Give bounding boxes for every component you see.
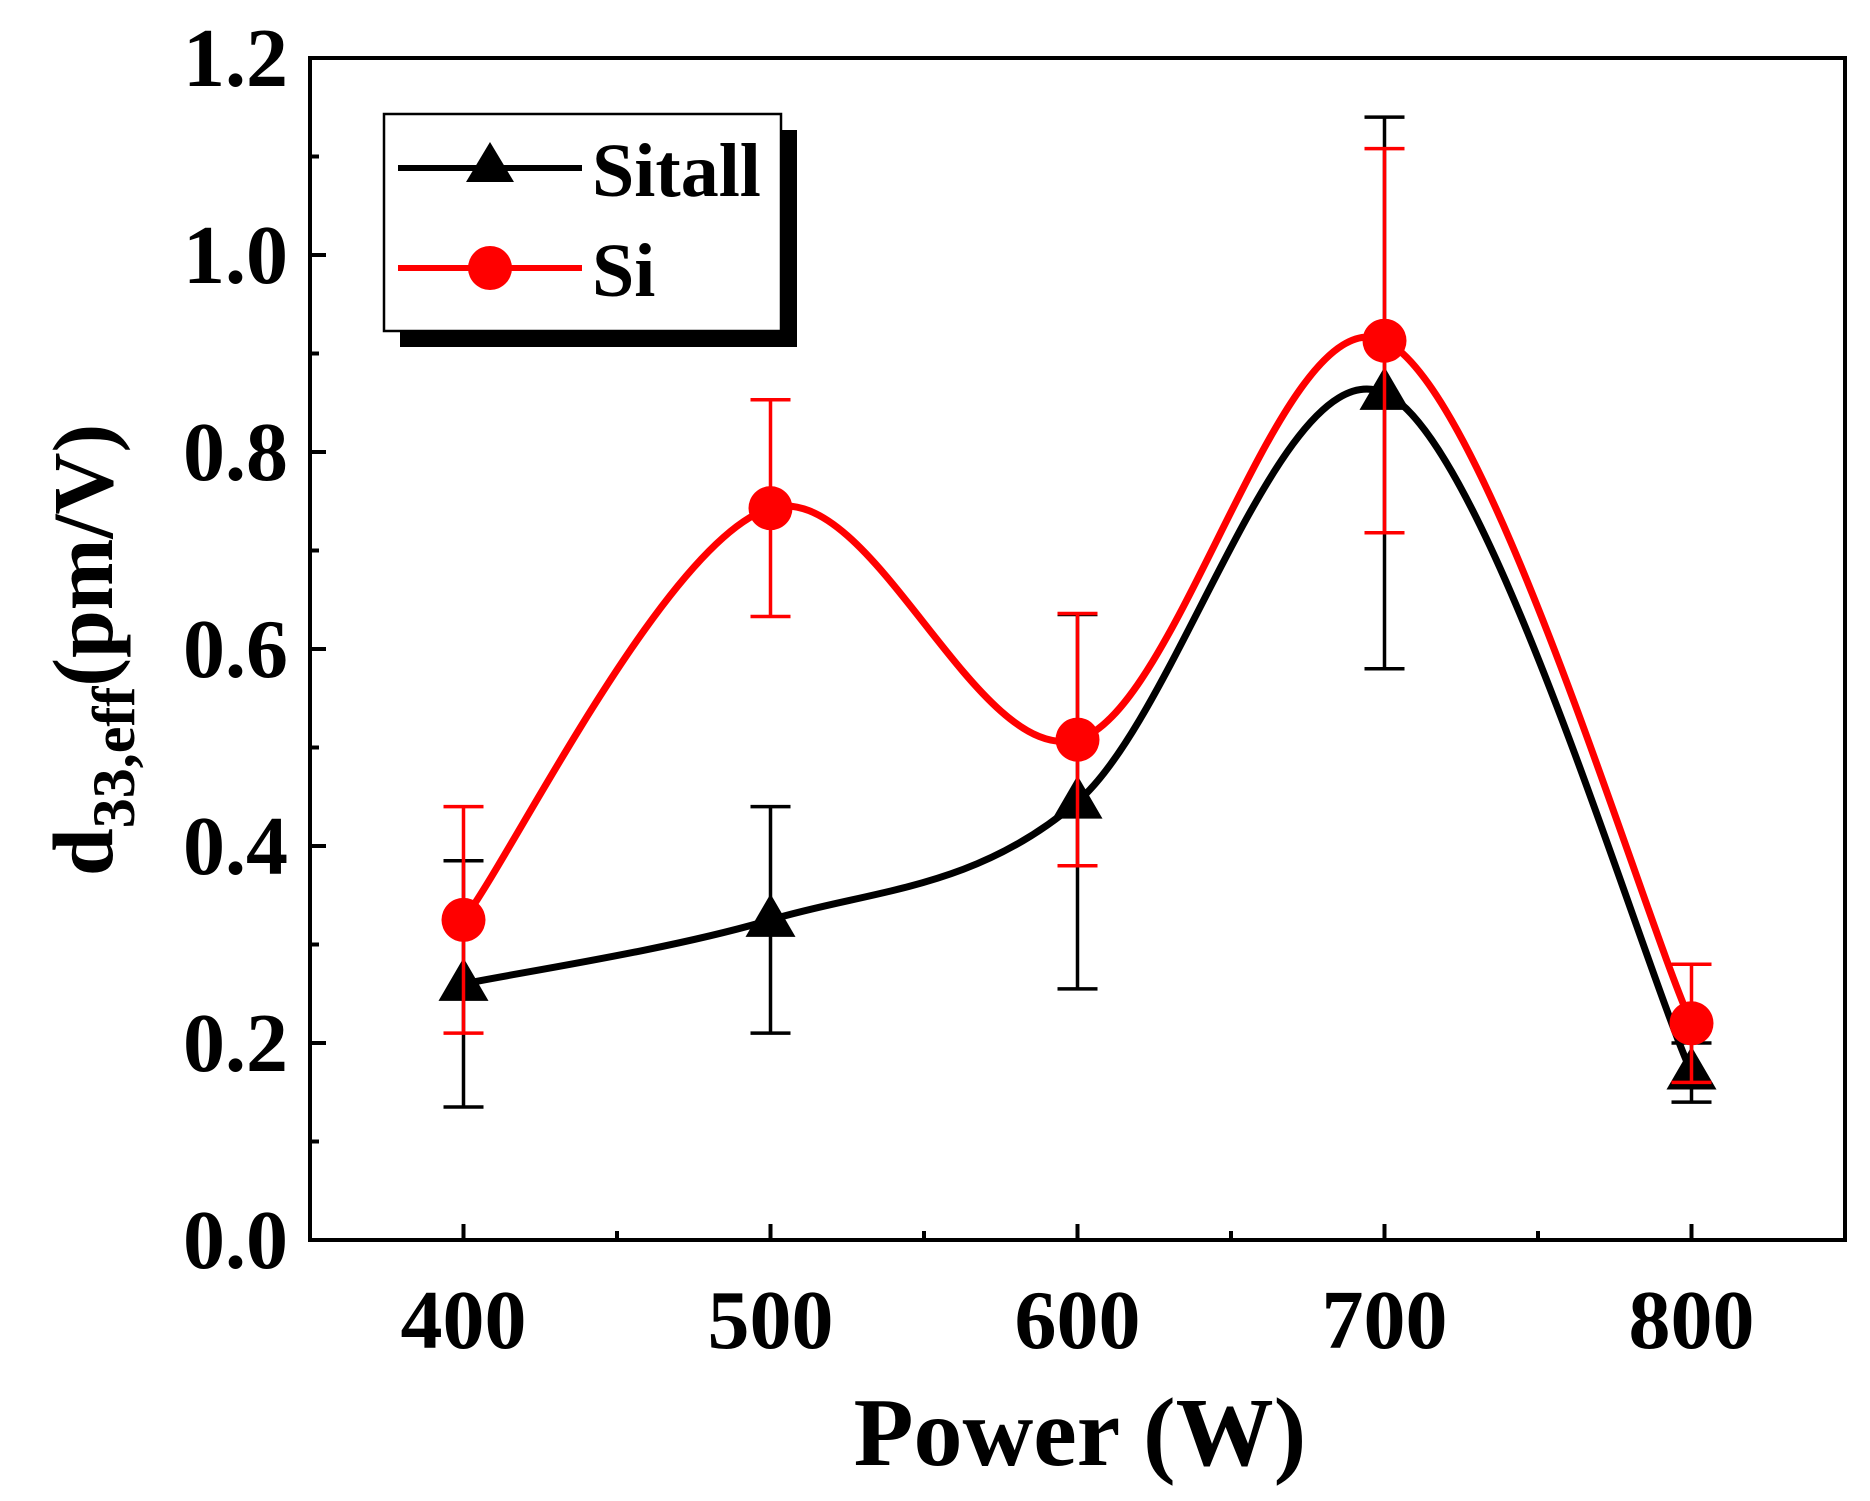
legend-label-si: Si [592, 229, 655, 313]
legend-marker-si [468, 246, 512, 290]
y-axis: 0.0 0.2 0.4 0.6 0.8 1.0 1.2 [183, 12, 326, 1287]
legend-box [382, 112, 783, 333]
y-axis-label-subscript: 33,eff [81, 686, 147, 829]
x-tick-label: 700 [1322, 1274, 1448, 1367]
series-line-si [460, 333, 1695, 1025]
legend-marker-sitall [466, 142, 514, 182]
legend-entry-si: Si [398, 229, 655, 313]
series-line-sitall [462, 385, 1695, 1074]
legend: Sitall Si [382, 112, 797, 347]
x-tick-label: 800 [1629, 1274, 1755, 1367]
x-axis-label: Power (W) [854, 1379, 1307, 1487]
y-tick-label: 1.0 [183, 209, 288, 302]
y-axis-label-main: d [35, 828, 131, 876]
y-axis-label-unit: (pm/V) [35, 424, 131, 687]
y-tick-label: 0.0 [183, 1194, 288, 1287]
legend-entry-sitall: Sitall [398, 129, 761, 213]
x-tick-label: 500 [708, 1274, 834, 1367]
data-point-si [1055, 717, 1100, 762]
legend-label-sitall: Sitall [592, 129, 761, 213]
y-tick-label: 1.2 [183, 12, 288, 105]
y-tick-label: 0.8 [183, 406, 288, 499]
data-point-si [1362, 318, 1407, 363]
y-tick-label: 0.6 [183, 603, 288, 696]
data-point-sitall [745, 893, 796, 937]
x-tick-label: 400 [401, 1274, 527, 1367]
series-si [441, 146, 1714, 1085]
x-axis: 400 500 600 700 800 [401, 1224, 1755, 1367]
data-point-si [441, 897, 486, 942]
y-tick-label: 0.2 [183, 997, 288, 1090]
data-point-si [748, 486, 793, 531]
x-tick-label: 600 [1015, 1274, 1141, 1367]
series-group [438, 115, 1717, 1109]
y-axis-label: d33,eff(pm/V) [35, 424, 147, 876]
data-point-si [1669, 1001, 1714, 1046]
y-tick-label: 0.4 [183, 800, 288, 893]
